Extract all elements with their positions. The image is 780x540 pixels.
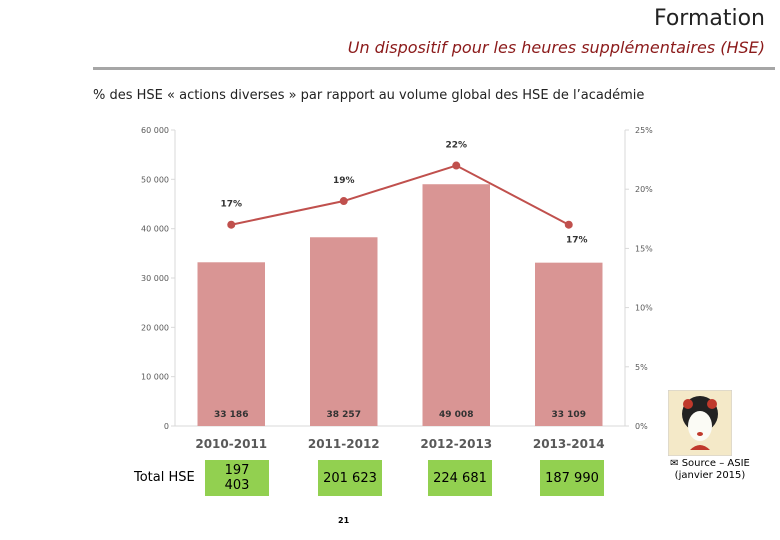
source-text: Source – ASIE [681,458,750,469]
line-value-label: 17% [220,200,242,210]
y2-tick-label: 10% [635,304,653,313]
y2-tick-label: 20% [635,185,653,194]
bar [535,262,603,426]
x-tick-label: 2013-2014 [533,437,605,451]
bar [422,184,490,426]
line-value-label: 17% [566,236,588,246]
bar-value-label: 33 109 [552,410,586,420]
line-value-label: 22% [445,141,467,151]
y2-tick-label: 0% [635,422,648,431]
bar [197,262,265,426]
y2-tick-label: 15% [635,244,653,253]
total-box: 187 990 [540,460,604,496]
source-line: ✉ Source – ASIE [670,458,750,469]
y-tick-label: 20 000 [141,323,169,332]
total-box: 197 403 [205,460,269,496]
source-date: (janvier 2015) [674,470,746,481]
bar [310,237,378,426]
bar-value-label: 38 257 [327,410,361,420]
bar-value-label: 49 008 [439,410,473,420]
separator [93,67,775,70]
slide-title: Formation [653,6,765,31]
line-point [339,197,348,206]
y2-tick-label: 5% [635,363,648,372]
x-tick-label: 2011-2012 [308,437,380,451]
y-tick-label: 30 000 [141,274,169,283]
y-tick-label: 40 000 [141,225,169,234]
x-tick-label: 2012-2013 [420,437,492,451]
chart-caption: % des HSE « actions diverses » par rappo… [93,88,645,103]
y-tick-label: 60 000 [141,126,169,135]
line-value-label: 19% [333,176,355,186]
line-point [564,220,573,229]
x-tick-label: 2010-2011 [195,437,267,451]
page-number: 21 [338,516,350,525]
line-series [231,164,570,226]
line-point [227,220,236,229]
slide-subtitle: Un dispositif pour les heures supplément… [347,38,765,57]
y-tick-label: 0 [164,422,169,431]
portrait-icon [668,390,732,456]
total-box: 224 681 [428,460,492,496]
bar-value-label: 33 186 [214,410,248,420]
y2-tick-label: 25% [635,126,653,135]
y-tick-label: 10 000 [141,373,169,382]
y-tick-label: 50 000 [141,175,169,184]
totals-label: Total HSE [134,470,195,485]
source-note: ✉ Source – ASIE (janvier 2015) [660,458,760,482]
line-point [452,161,461,170]
total-box: 201 623 [318,460,382,496]
